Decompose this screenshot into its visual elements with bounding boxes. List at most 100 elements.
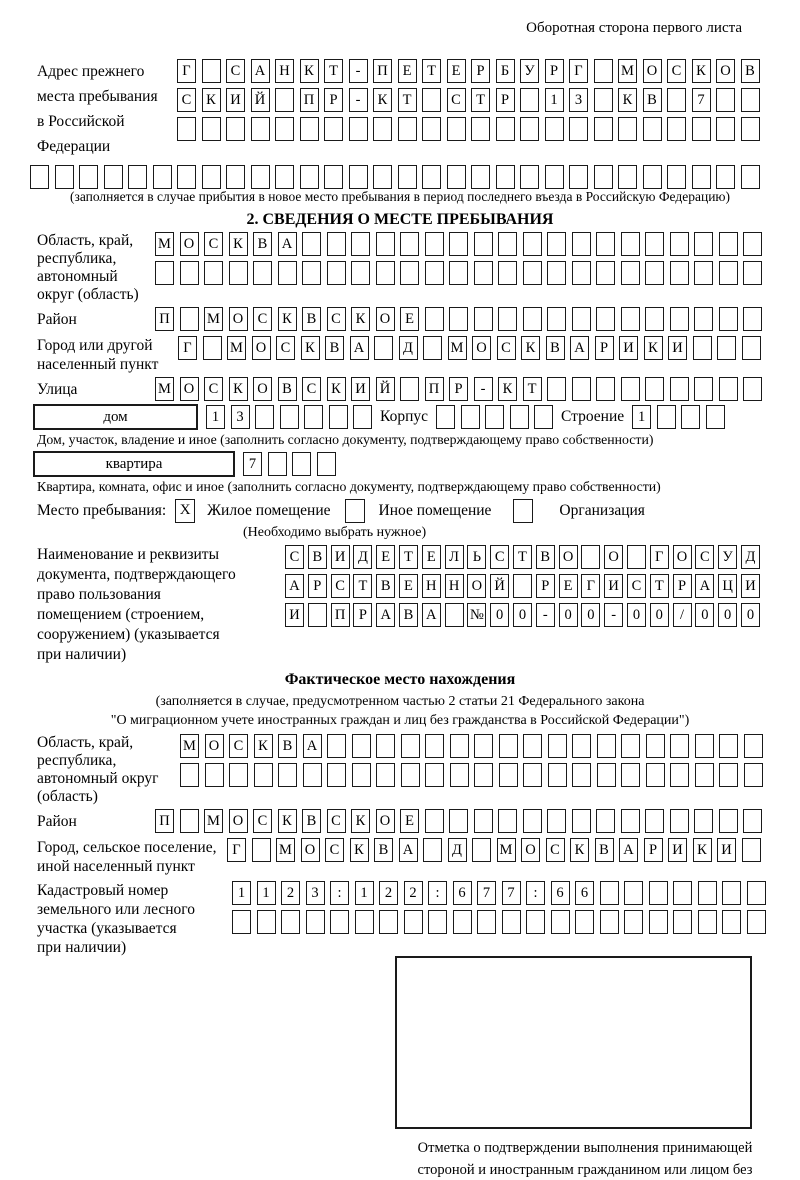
char-box bbox=[618, 165, 637, 189]
cadastral-label: Кадастровый номер земельного или лесного у… bbox=[37, 881, 232, 956]
char-box: / bbox=[672, 603, 692, 627]
char-box bbox=[544, 165, 564, 189]
char-box: Г bbox=[569, 59, 588, 83]
char-box bbox=[620, 232, 640, 256]
char-box: К bbox=[570, 838, 589, 862]
char-box: К bbox=[228, 377, 248, 401]
char-box: М bbox=[276, 838, 295, 862]
char-box bbox=[498, 809, 517, 833]
char-box bbox=[572, 763, 591, 787]
char-box bbox=[498, 763, 518, 787]
char-box: М bbox=[618, 59, 637, 83]
char-box: П bbox=[155, 307, 174, 331]
char-box bbox=[746, 910, 766, 934]
house-box: дом bbox=[33, 404, 198, 430]
fact-city-field: Город, сельское поселение, иной населенны… bbox=[30, 838, 770, 876]
stamp-box bbox=[395, 956, 752, 1129]
char-box bbox=[474, 734, 493, 758]
char-box bbox=[351, 232, 370, 256]
char-box: - bbox=[473, 377, 493, 401]
label-line: при наличии) bbox=[37, 646, 127, 663]
char-box bbox=[251, 838, 271, 862]
char-box: О bbox=[521, 838, 540, 862]
section2-title: 2. СВЕДЕНИЯ О МЕСТЕ ПРЕБЫВАНИЯ bbox=[246, 211, 554, 228]
char-box: С bbox=[496, 336, 516, 360]
char-box: К bbox=[277, 307, 297, 331]
char-box: 7 bbox=[691, 88, 711, 112]
char-box bbox=[669, 809, 689, 833]
char-box: Д bbox=[353, 545, 373, 569]
label-line: Город или другой bbox=[37, 337, 153, 354]
char-box bbox=[593, 165, 613, 189]
char-box bbox=[692, 336, 712, 360]
char-box: № bbox=[467, 603, 487, 627]
stroenie-row: 1 bbox=[632, 405, 725, 429]
char-box bbox=[743, 377, 762, 401]
char-box: В bbox=[374, 838, 393, 862]
char-box bbox=[581, 545, 601, 569]
char-box bbox=[697, 910, 717, 934]
char-box bbox=[400, 734, 420, 758]
char-box bbox=[307, 603, 327, 627]
char-box bbox=[522, 307, 542, 331]
char-box: В bbox=[302, 809, 321, 833]
char-box: Д bbox=[740, 545, 760, 569]
char-box: П bbox=[299, 88, 319, 112]
fact-title: Фактическое место нахождения bbox=[284, 671, 516, 688]
char-box bbox=[716, 117, 735, 141]
char-box bbox=[202, 336, 222, 360]
char-box bbox=[250, 117, 270, 141]
char-box: 6 bbox=[575, 881, 594, 905]
char-box: Р bbox=[324, 88, 343, 112]
char-box: Ц bbox=[718, 574, 738, 598]
prev-address-row-4 bbox=[30, 165, 770, 189]
label-line: автономный bbox=[37, 268, 118, 285]
char-box: Е bbox=[400, 809, 419, 833]
char-box: 6 bbox=[550, 881, 570, 905]
char-box: О bbox=[253, 377, 272, 401]
char-box bbox=[544, 117, 564, 141]
char-box bbox=[474, 763, 493, 787]
char-box: М bbox=[447, 336, 467, 360]
char-box bbox=[471, 117, 490, 141]
char-box: С bbox=[204, 377, 223, 401]
label-line: участка (указывается bbox=[37, 920, 177, 937]
char-box bbox=[79, 165, 98, 189]
char-box bbox=[667, 165, 686, 189]
apartment-note: Квартира, комната, офис и иное (заполнит… bbox=[37, 479, 661, 494]
char-box: 1 bbox=[632, 405, 652, 429]
char-box bbox=[740, 165, 760, 189]
char-box bbox=[232, 910, 251, 934]
char-box bbox=[571, 307, 591, 331]
char-box bbox=[716, 88, 735, 112]
char-box bbox=[179, 809, 199, 833]
char-box bbox=[201, 165, 221, 189]
char-box bbox=[719, 763, 738, 787]
stay-type-row: Место пребывания: X Жилое помещение Иное… bbox=[37, 499, 770, 523]
char-box bbox=[379, 910, 398, 934]
char-box bbox=[694, 377, 713, 401]
char-box: В bbox=[307, 545, 327, 569]
char-box: И bbox=[351, 377, 370, 401]
char-box bbox=[621, 763, 640, 787]
char-box bbox=[444, 603, 464, 627]
char-box: Е bbox=[558, 574, 578, 598]
char-box: Г bbox=[581, 574, 601, 598]
street-label: Улица bbox=[37, 381, 78, 398]
char-box bbox=[375, 232, 395, 256]
char-box: Н bbox=[275, 59, 294, 83]
char-box bbox=[228, 261, 248, 285]
document-label: Наименование и реквизиты документа, подтв… bbox=[37, 545, 285, 665]
cadastral-row-2 bbox=[232, 910, 766, 934]
page-header: Оборотная сторона первого листа bbox=[526, 20, 742, 36]
korpus-label: Корпус bbox=[380, 408, 428, 425]
char-box: 7 bbox=[477, 881, 496, 905]
char-box bbox=[718, 261, 738, 285]
label-line: Отметка о подтверждении выполнения прини… bbox=[417, 1140, 753, 1156]
char-box bbox=[495, 117, 515, 141]
char-box: Р bbox=[353, 603, 373, 627]
